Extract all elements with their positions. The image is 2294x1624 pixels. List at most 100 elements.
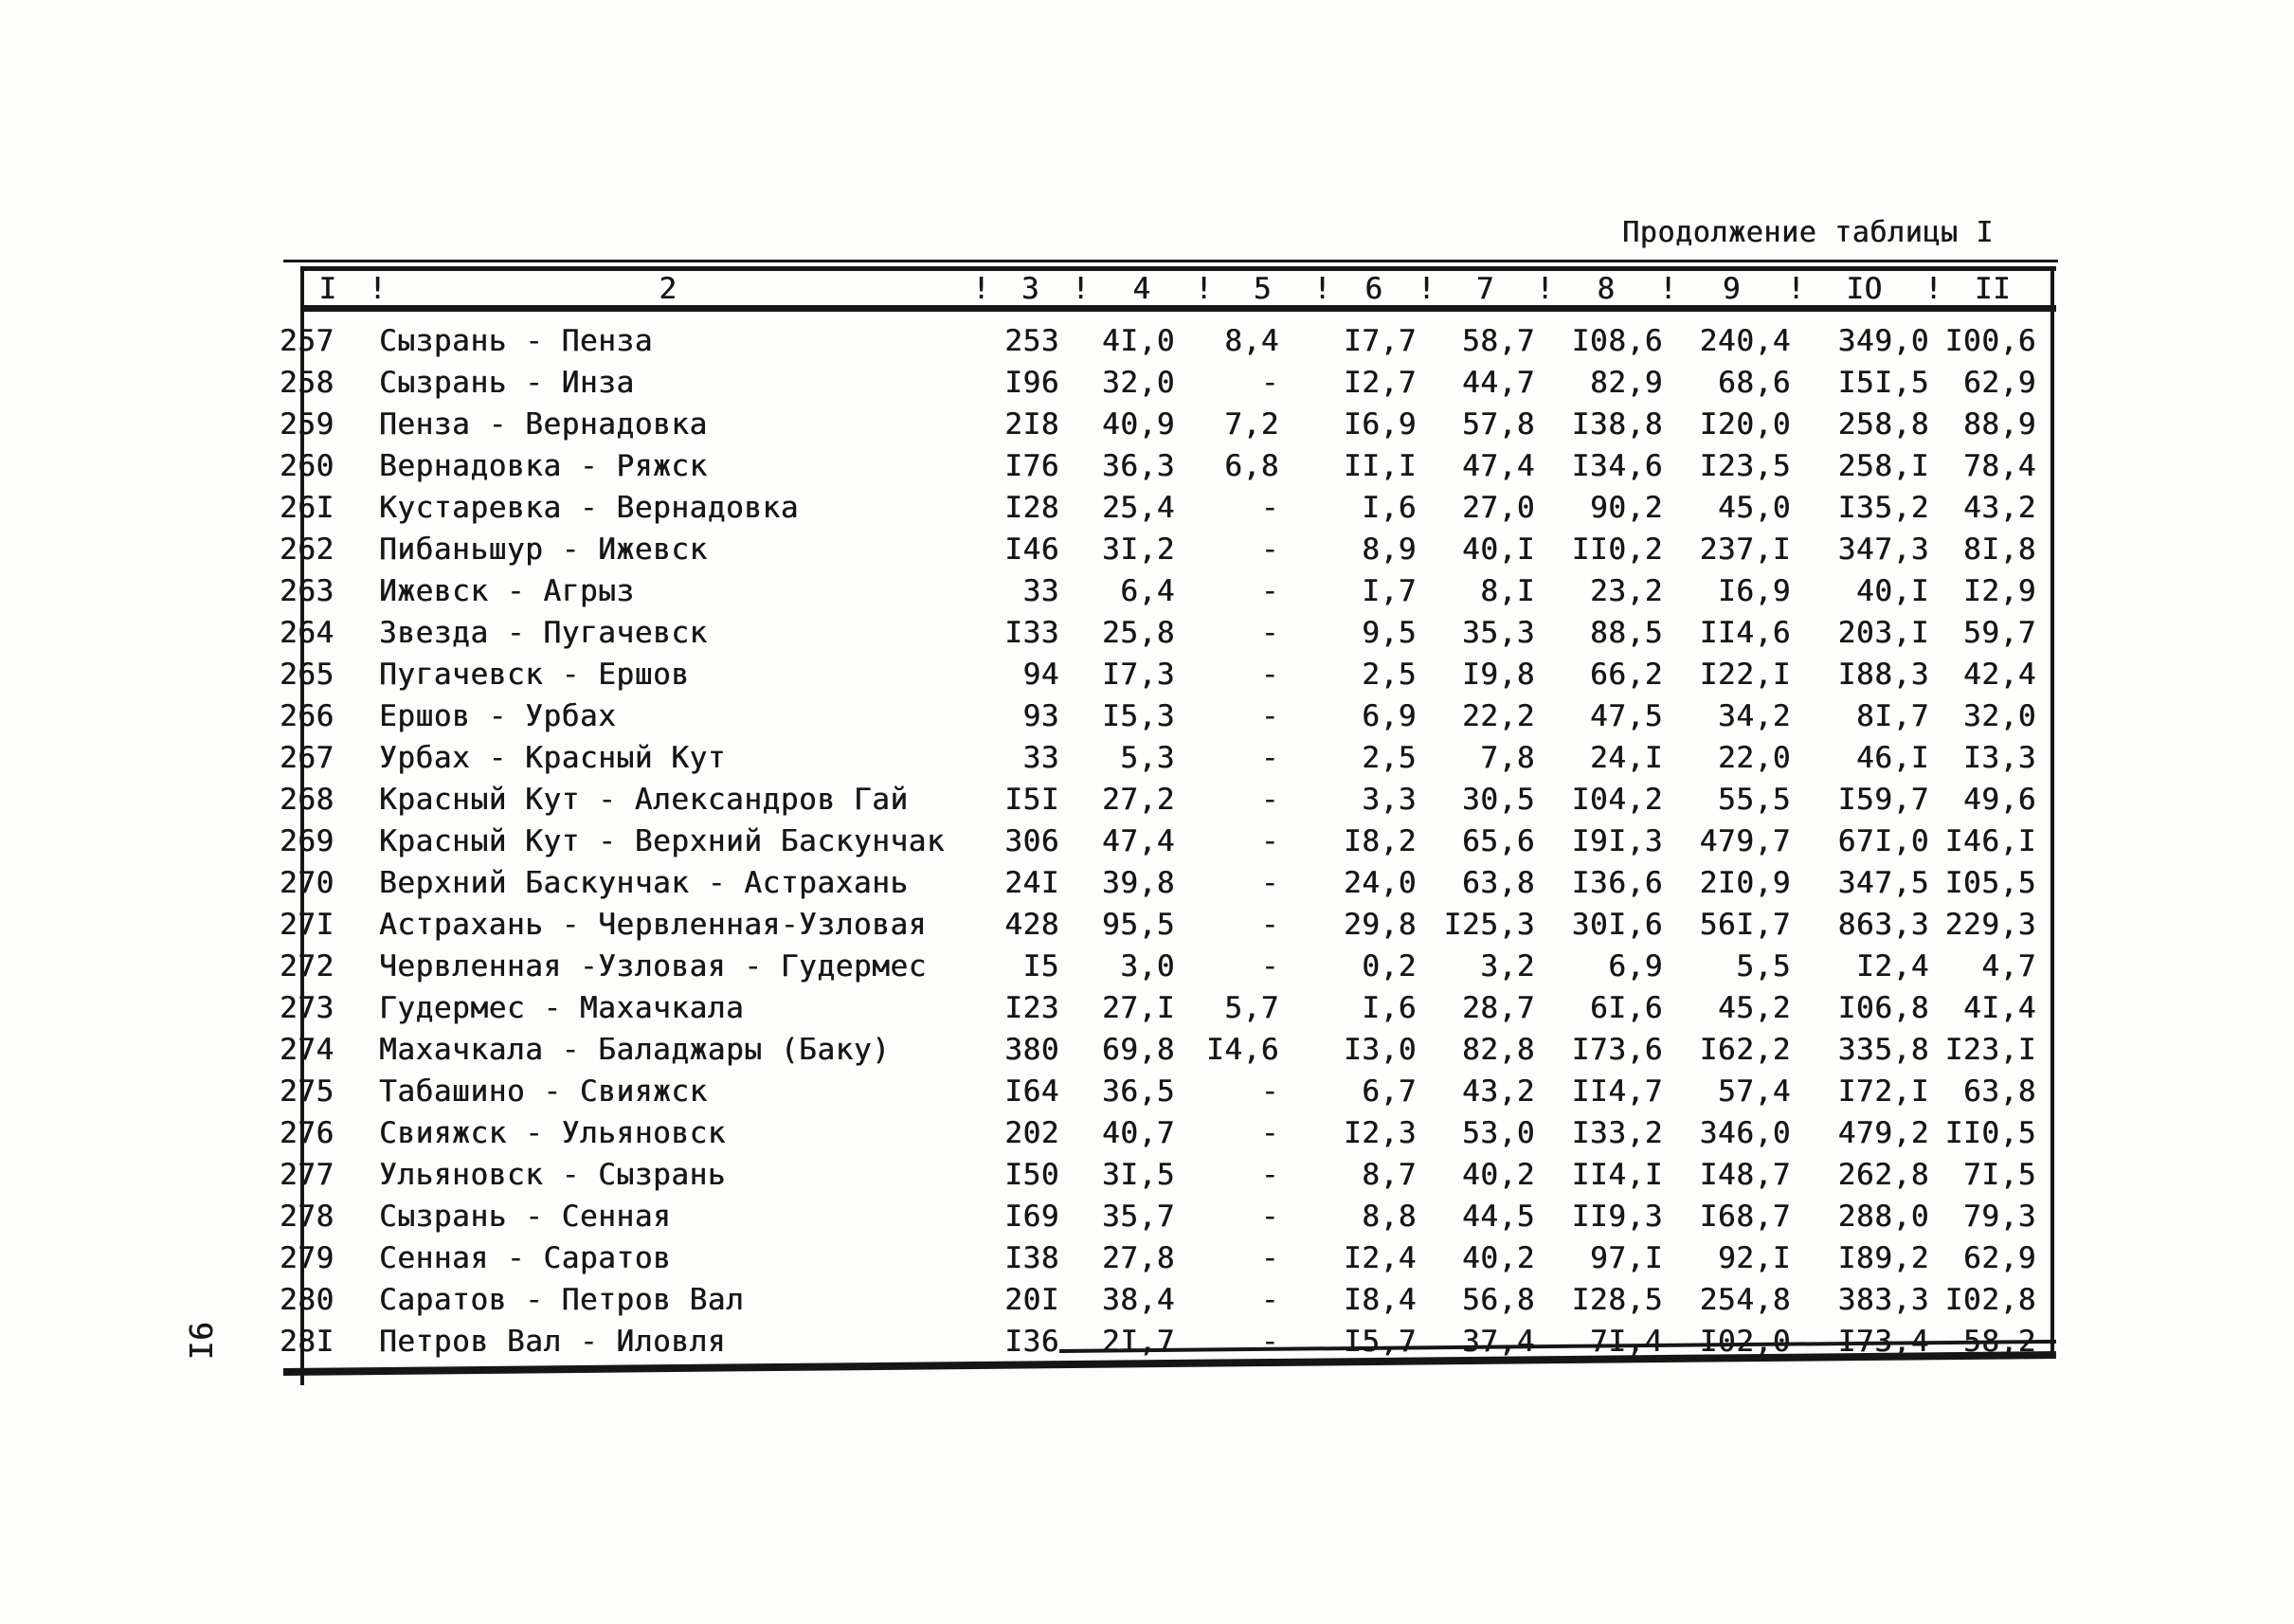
value-cell: -: [1260, 1283, 1279, 1317]
value-cell: -: [1260, 616, 1279, 650]
value-cell: -: [1260, 1116, 1279, 1150]
value-cell: 78,4: [1962, 449, 2036, 483]
value-cell: II4,6: [1699, 616, 1791, 650]
table-row: 262 Пибаньшур - Ижевск I46 3I,2 - 8,9 40,I II0,…: [280, 529, 2052, 570]
table-row: 270 Верхний Баскунчак - Астрахань 24I 39,8 -…: [280, 862, 2052, 904]
value-cell: I5,7: [1343, 1325, 1417, 1359]
value-cell: I28: [1004, 491, 1059, 525]
table-row: 275 Табашино - Свияжск I64 36,5 - 6,7 43,2 II4,…: [280, 1071, 2052, 1112]
row-number: 278: [280, 1200, 334, 1234]
value-cell: 82,8: [1461, 1033, 1535, 1067]
value-cell: I05,5: [1944, 866, 2036, 900]
value-cell: 8,I: [1480, 574, 1535, 608]
header-separator: !: [1924, 272, 1943, 306]
value-cell: 88,5: [1589, 616, 1663, 650]
value-cell: 347,5: [1837, 866, 1929, 900]
value-cell: -: [1260, 1200, 1279, 1234]
value-cell: 90,2: [1589, 491, 1663, 525]
value-cell: 66,2: [1589, 658, 1663, 692]
table-body: 257 Сызрань - Пенза 253 4I,0 8,4 I7,7 58,7 I08,…: [280, 320, 2052, 1362]
row-number: 28I: [280, 1325, 334, 1359]
value-cell: 8,9: [1362, 532, 1417, 567]
value-cell: 95,5: [1101, 908, 1175, 942]
value-cell: I06,8: [1837, 991, 1929, 1025]
value-cell: 25,4: [1101, 491, 1175, 525]
header-separator: !: [972, 272, 991, 306]
route-name: Звезда - Пугачевск: [379, 616, 708, 650]
header-label: 7: [1475, 272, 1495, 306]
value-cell: I36,6: [1571, 866, 1663, 900]
value-cell: 262,8: [1837, 1158, 1929, 1192]
value-cell: 258,I: [1837, 449, 1929, 483]
value-cell: I2,4: [1343, 1241, 1417, 1275]
table-row: 259 Пенза - Вернадовка 2I8 40,9 7,2 I6,9 57,8 I…: [280, 404, 2052, 445]
row-number: 274: [280, 1033, 334, 1067]
row-number: 260: [280, 449, 334, 483]
value-cell: I69: [1004, 1200, 1059, 1234]
header-separator: !: [1195, 272, 1214, 306]
value-cell: I5: [1022, 949, 1059, 983]
value-cell: 7I,5: [1962, 1158, 2036, 1192]
value-cell: 3I,5: [1101, 1158, 1175, 1192]
value-cell: 4,7: [1981, 949, 2036, 983]
table-header-top-rule: [300, 266, 2056, 271]
value-cell: -: [1260, 908, 1279, 942]
row-number: 275: [280, 1074, 334, 1109]
row-number: 277: [280, 1158, 334, 1192]
value-cell: 28,7: [1461, 991, 1535, 1025]
value-cell: 479,2: [1837, 1116, 1929, 1150]
value-cell: 42,4: [1962, 658, 2036, 692]
value-cell: I28,5: [1571, 1283, 1663, 1317]
value-cell: I64: [1004, 1074, 1059, 1109]
value-cell: 40,I: [1461, 532, 1535, 567]
value-cell: 9,5: [1362, 616, 1417, 650]
header-label: 6: [1364, 272, 1383, 306]
value-cell: I46: [1004, 532, 1059, 567]
value-cell: I88,3: [1837, 658, 1929, 692]
value-cell: 79,3: [1962, 1200, 2036, 1234]
value-cell: I02,8: [1944, 1283, 2036, 1317]
value-cell: I38: [1004, 1241, 1059, 1275]
value-cell: 428: [1004, 908, 1059, 942]
value-cell: I,6: [1362, 491, 1417, 525]
value-cell: I5I,5: [1837, 366, 1929, 400]
value-cell: 44,7: [1461, 366, 1535, 400]
table-row: 28I Петров Вал - Иловля I36 2I,7 - I5,7 37,4 7I…: [280, 1321, 2052, 1362]
value-cell: I3,3: [1962, 741, 2036, 775]
value-cell: 37,4: [1461, 1325, 1535, 1359]
value-cell: 2I8: [1004, 407, 1059, 442]
route-name: Красный Кут - Верхний Баскунчак: [379, 824, 946, 858]
value-cell: I8,2: [1343, 824, 1417, 858]
table-row: 263 Ижевск - Агрыз 33 6,4 - I,7 8,I 23,2 I6,9 40,…: [280, 570, 2052, 612]
row-number: 257: [280, 324, 334, 358]
value-cell: I62,2: [1699, 1033, 1791, 1067]
value-cell: 8,4: [1224, 324, 1279, 358]
header-cell-4: ! 4: [1072, 273, 1203, 305]
value-cell: 36,5: [1101, 1074, 1175, 1109]
value-cell: 97,I: [1589, 1241, 1663, 1275]
value-cell: 258,8: [1837, 407, 1929, 442]
value-cell: 5,5: [1736, 949, 1791, 983]
table-row: 264 Звезда - Пугачевск I33 25,8 - 9,5 35,3 88,5…: [280, 612, 2052, 654]
row-number: 270: [280, 866, 334, 900]
header-label: 5: [1253, 272, 1273, 306]
route-name: Сенная - Саратов: [379, 1241, 672, 1275]
value-cell: I33: [1004, 616, 1059, 650]
value-cell: 27,8: [1101, 1241, 1175, 1275]
value-cell: I35,2: [1837, 491, 1929, 525]
value-cell: I76: [1004, 449, 1059, 483]
value-cell: 4I,4: [1962, 991, 2036, 1025]
value-cell: 58,7: [1461, 324, 1535, 358]
value-cell: 2I0,9: [1699, 866, 1791, 900]
table-row: 273 Гудермес - Махачкала I23 27,I 5,7 I,6 28,7…: [280, 987, 2052, 1029]
value-cell: 53,0: [1461, 1116, 1535, 1150]
value-cell: 24,I: [1589, 741, 1663, 775]
value-cell: -: [1260, 366, 1279, 400]
value-cell: 6,8: [1224, 449, 1279, 483]
value-cell: 7I,4: [1589, 1325, 1663, 1359]
table-top-thin-rule: [283, 260, 2058, 262]
value-cell: I48,7: [1699, 1158, 1791, 1192]
value-cell: 59,7: [1962, 616, 2036, 650]
value-cell: 44,5: [1461, 1200, 1535, 1234]
value-cell: I22,I: [1699, 658, 1791, 692]
